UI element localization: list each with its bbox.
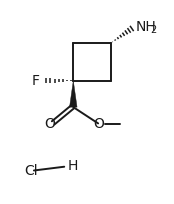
Text: H: H — [67, 159, 78, 173]
Polygon shape — [70, 81, 77, 107]
Text: O: O — [94, 117, 104, 131]
Text: 2: 2 — [150, 24, 156, 34]
Text: Cl: Cl — [25, 164, 38, 178]
Text: NH: NH — [136, 20, 157, 34]
Text: F: F — [32, 74, 40, 88]
Text: O: O — [44, 117, 55, 131]
